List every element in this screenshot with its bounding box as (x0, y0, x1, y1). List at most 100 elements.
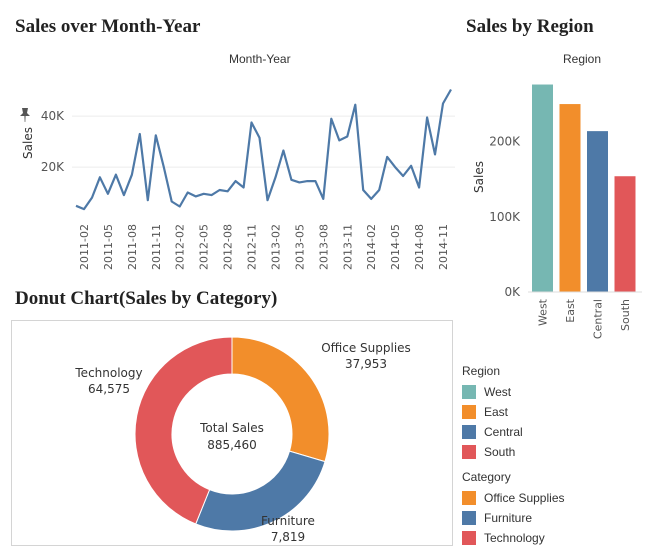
sales-line (75, 88, 452, 211)
x-tick-label: 2014-11 (437, 224, 450, 270)
x-tick-label: 2014-05 (389, 224, 402, 270)
line-chart-ylabel: Sales (21, 127, 35, 159)
bar-west (532, 84, 553, 292)
bar-chart-ylabel: Sales (472, 161, 486, 193)
line-point (194, 195, 196, 197)
donut-center-value: 885,460 (207, 438, 257, 452)
slice-label-office-supplies: Office Supplies (321, 341, 411, 355)
y-tick-label: 40K (41, 109, 65, 123)
line-point (274, 176, 276, 178)
x-tick-label: East (564, 298, 577, 322)
slice-value-office-supplies: 37,953 (345, 357, 387, 371)
x-tick-label: 2011-02 (78, 224, 91, 270)
line-point (362, 189, 364, 191)
line-point (338, 139, 340, 141)
pin-icon (20, 108, 30, 122)
legend-swatch (462, 385, 476, 399)
slice-value-furniture: 7,819 (271, 530, 305, 544)
line-point (250, 121, 252, 123)
legend-label: Technology (484, 531, 545, 545)
line-point (314, 180, 316, 182)
legend-item-furniture[interactable]: Furniture (462, 508, 565, 528)
x-tick-label: 2012-05 (198, 224, 211, 270)
line-point (131, 174, 133, 176)
line-point (123, 194, 125, 196)
x-tick-label: 2012-08 (222, 224, 235, 270)
legend-label: Central (484, 425, 523, 439)
line-point (91, 196, 93, 198)
donut-chart-frame: Total Sales 885,460 Office Supplies 37,953 F… (11, 320, 453, 546)
x-tick-label: 2012-02 (174, 224, 187, 270)
bar-chart-title: Sales by Region (466, 16, 594, 37)
line-point (290, 179, 292, 181)
y-tick-label: 20K (41, 160, 65, 174)
line-point (322, 198, 324, 200)
y-tick-label: 100K (489, 210, 521, 224)
slice-value-technology: 64,575 (88, 382, 130, 396)
category-legend-title: Category (462, 470, 511, 484)
line-point (234, 180, 236, 182)
line-point (99, 176, 101, 178)
bar-chart-xlabel: Region (563, 52, 602, 66)
line-point (179, 205, 181, 207)
line-chart-xlabel: Month-Year (229, 52, 291, 66)
legend-swatch (462, 445, 476, 459)
y-tick-label: 0K (504, 285, 521, 299)
y-tick-label: 200K (489, 135, 521, 149)
region-legend: Region West East Central South (462, 364, 523, 462)
x-tick-label: 2011-05 (102, 224, 115, 270)
x-tick-label: 2013-11 (341, 224, 354, 270)
line-point (202, 193, 204, 195)
line-point (298, 181, 300, 183)
line-point (83, 208, 85, 210)
legend-swatch (462, 511, 476, 525)
line-point (266, 199, 268, 201)
category-legend: Category Office Supplies Furniture Techn… (462, 470, 565, 548)
legend-label: Furniture (484, 511, 533, 525)
line-chart-title: Sales over Month-Year (15, 16, 201, 37)
x-tick-label: 2013-08 (317, 224, 330, 270)
line-point (75, 205, 77, 207)
line-point (139, 133, 141, 135)
legend-label: East (484, 405, 509, 419)
line-point (410, 165, 412, 167)
region-legend-title: Region (462, 364, 501, 378)
line-point (306, 180, 308, 182)
x-tick-label: West (537, 298, 550, 326)
x-tick-label: 2013-05 (293, 224, 306, 270)
legend-item-west[interactable]: West (462, 382, 523, 402)
line-point (354, 104, 356, 106)
line-point (370, 198, 372, 200)
line-point (163, 166, 165, 168)
legend-item-south[interactable]: South (462, 442, 523, 462)
bar-central (587, 131, 608, 292)
line-point (155, 134, 157, 136)
line-point (442, 102, 444, 104)
bar-east (559, 104, 581, 292)
legend-label: West (484, 385, 512, 399)
donut-center-label: Total Sales (199, 421, 264, 435)
line-point (450, 88, 452, 90)
legend-item-office-supplies[interactable]: Office Supplies (462, 488, 565, 508)
line-point (378, 189, 380, 191)
x-tick-label: 2013-02 (269, 224, 282, 270)
line-point (426, 116, 428, 118)
line-point (418, 186, 420, 188)
legend-item-east[interactable]: East (462, 402, 523, 422)
line-point (386, 156, 388, 158)
donut-chart: Total Sales 885,460 Office Supplies 37,953 F… (74, 336, 411, 544)
legend-label: Office Supplies (484, 491, 565, 505)
x-tick-label: 2012-11 (246, 224, 259, 270)
x-tick-label: 2014-08 (413, 224, 426, 270)
line-point (210, 194, 212, 196)
legend-swatch (462, 425, 476, 439)
legend-swatch (462, 531, 476, 545)
line-point (434, 153, 436, 155)
x-tick-label: Central (592, 299, 605, 339)
legend-swatch (462, 491, 476, 505)
line-point (226, 190, 228, 192)
legend-item-technology[interactable]: Technology (462, 528, 565, 548)
line-point (171, 200, 173, 202)
line-point (282, 149, 284, 151)
legend-item-central[interactable]: Central (462, 422, 523, 442)
